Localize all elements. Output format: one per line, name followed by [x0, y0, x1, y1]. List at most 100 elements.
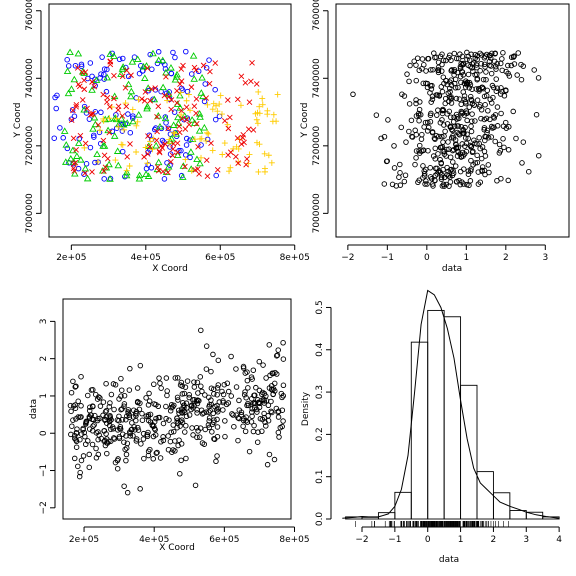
data-point — [501, 144, 507, 151]
data-point — [206, 57, 212, 63]
data-point — [187, 137, 193, 143]
data-point — [129, 106, 136, 113]
data-point — [248, 419, 255, 425]
data-point — [154, 164, 161, 170]
data-point — [167, 438, 174, 445]
data-point — [144, 151, 151, 157]
data-point — [174, 149, 181, 156]
data-point — [456, 177, 462, 184]
data-point — [178, 457, 184, 464]
data-point — [149, 422, 156, 429]
data-point — [196, 434, 203, 440]
data-point — [119, 63, 127, 70]
data-point — [481, 148, 488, 155]
data-point — [187, 165, 195, 172]
x-tick-label: 1 — [458, 535, 464, 545]
data-point — [402, 172, 409, 178]
data-point — [505, 62, 511, 69]
data-point — [64, 145, 71, 152]
data-point — [145, 412, 152, 418]
histogram-bar — [427, 309, 445, 520]
data-point — [120, 431, 126, 437]
data-point — [166, 417, 172, 423]
data-point — [248, 78, 254, 85]
data-point — [225, 400, 232, 406]
data-point — [185, 91, 192, 98]
data-point — [75, 398, 81, 405]
data-point — [133, 149, 140, 156]
panel-bottom-left: 2e+05 4e+05 6e+05 8e+05 −2 −1 0 1 2 3 X Coord da… — [29, 298, 310, 553]
data-point — [170, 49, 176, 56]
data-point — [176, 91, 184, 99]
data-point — [88, 387, 95, 393]
data-point — [192, 482, 199, 489]
data-point — [423, 178, 429, 184]
data-point — [123, 103, 130, 110]
data-point — [202, 392, 208, 398]
data-point — [178, 379, 185, 386]
data-point — [195, 428, 201, 434]
data-point — [280, 382, 287, 389]
data-point — [147, 138, 154, 145]
data-point — [443, 153, 449, 159]
data-point — [69, 423, 75, 429]
data-point — [214, 385, 221, 391]
data-point — [126, 414, 133, 421]
data-point — [168, 159, 174, 165]
data-point — [488, 134, 495, 140]
data-point — [142, 62, 151, 69]
data-point — [526, 168, 532, 175]
data-point — [179, 115, 185, 122]
data-point — [245, 160, 252, 167]
data-point — [478, 115, 484, 122]
y-axis: 7000000 7200000 7400000 7600000 — [25, 0, 42, 233]
data-point — [269, 409, 275, 416]
data-point — [407, 62, 413, 69]
data-point — [211, 391, 217, 397]
data-point — [451, 50, 458, 57]
data-point — [141, 74, 149, 81]
data-point — [256, 141, 263, 148]
data-point — [463, 108, 470, 114]
data-point — [444, 121, 451, 127]
data-point — [182, 163, 188, 170]
data-point — [457, 65, 464, 72]
data-point — [393, 183, 400, 189]
data-point — [448, 68, 454, 74]
data-point — [163, 375, 170, 381]
data-point — [135, 399, 141, 406]
data-point — [142, 89, 149, 95]
data-point — [156, 122, 164, 130]
x-tick-label: 2e+05 — [56, 253, 86, 263]
data-point — [416, 67, 422, 74]
data-point — [506, 124, 512, 130]
data-point — [436, 133, 442, 140]
data-point — [214, 433, 221, 440]
x-axis-label: X Coord — [159, 543, 195, 553]
data-point — [51, 135, 57, 141]
data-point — [165, 125, 172, 132]
data-point — [415, 179, 421, 186]
data-point — [189, 52, 198, 59]
data-point — [168, 70, 175, 77]
data-point — [111, 72, 117, 79]
data-point — [81, 86, 88, 93]
data-point — [203, 343, 210, 349]
data-point — [187, 154, 193, 161]
data-point — [119, 128, 126, 134]
density-curve — [342, 289, 560, 519]
data-point — [159, 145, 166, 151]
data-point — [250, 367, 257, 373]
data-point — [233, 153, 239, 160]
data-point — [452, 76, 459, 83]
data-point — [124, 153, 131, 160]
data-point — [123, 67, 130, 74]
data-point — [250, 428, 257, 435]
data-point — [184, 135, 190, 142]
y-tick-label: 0 — [39, 430, 49, 436]
data-point — [204, 136, 211, 143]
x-tick-label: 2 — [503, 253, 509, 263]
data-point — [174, 140, 181, 146]
data-point — [236, 397, 242, 404]
data-point — [222, 118, 228, 124]
